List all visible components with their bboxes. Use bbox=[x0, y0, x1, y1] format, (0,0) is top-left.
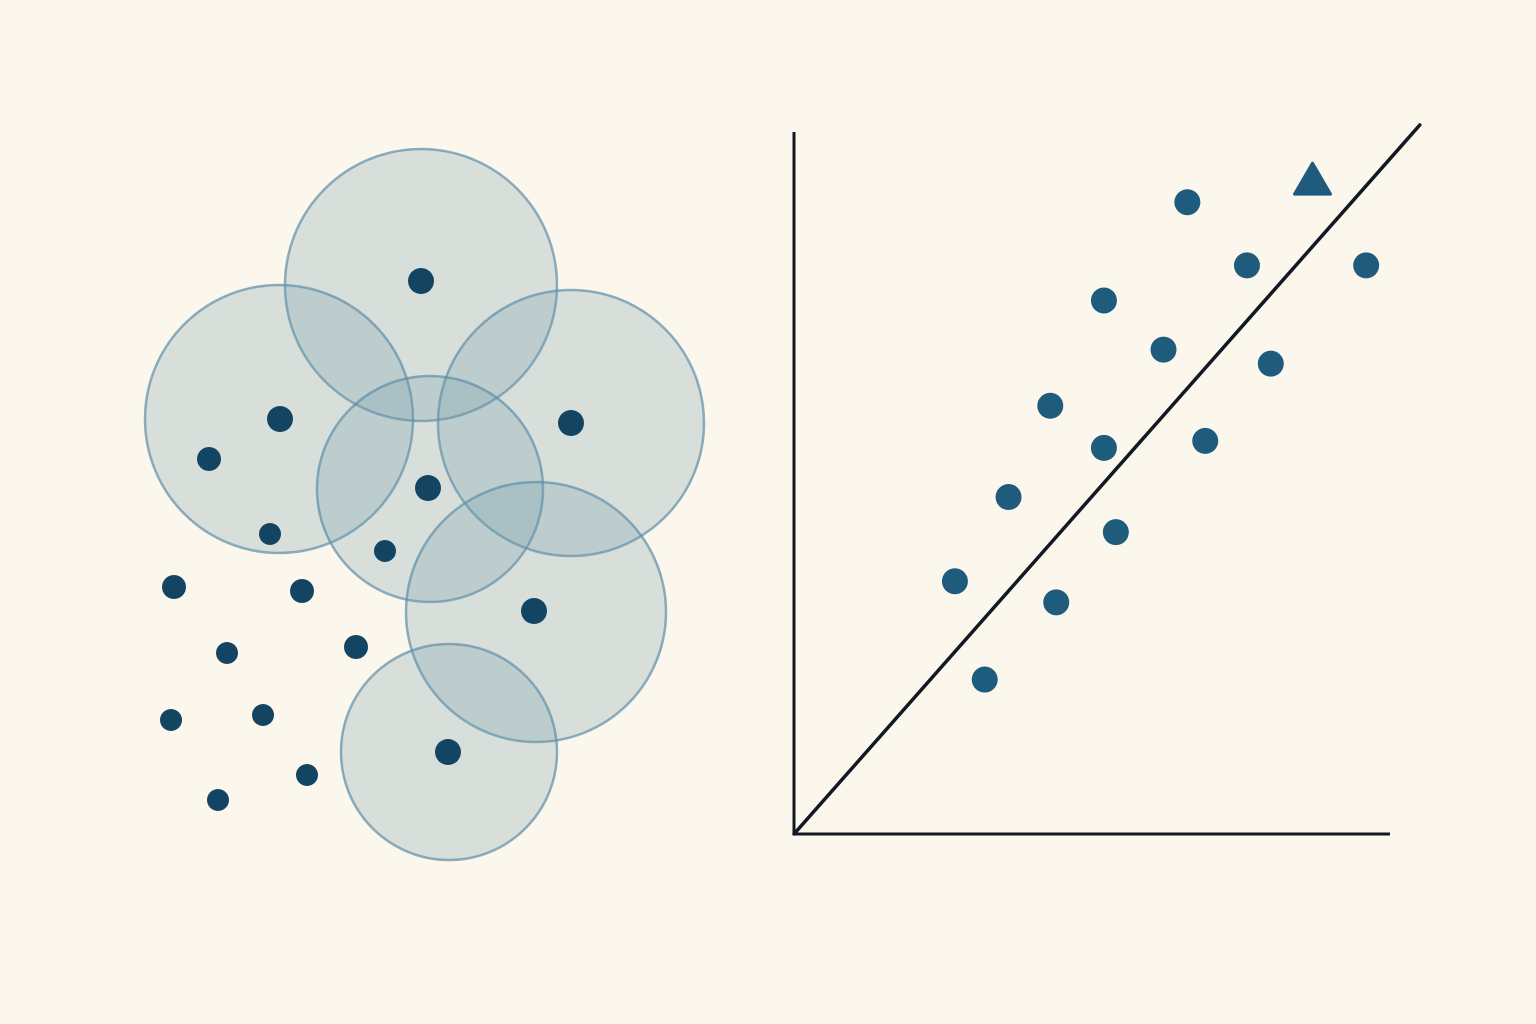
outlier-triangle-icon bbox=[1293, 161, 1333, 196]
cluster-member-point bbox=[259, 523, 281, 545]
cluster-member-point bbox=[160, 709, 182, 731]
cluster-points bbox=[160, 268, 584, 811]
scatter-point bbox=[1037, 392, 1064, 419]
scatter-point bbox=[1192, 427, 1219, 454]
cluster-member-point bbox=[290, 579, 314, 603]
cluster-member-point bbox=[344, 635, 368, 659]
cluster-diagram bbox=[143, 147, 706, 862]
scatter-point bbox=[941, 568, 968, 595]
cluster-member-point bbox=[216, 642, 238, 664]
scatter-point bbox=[1150, 336, 1177, 363]
scatter-points bbox=[941, 189, 1380, 693]
scatter-point bbox=[1353, 252, 1380, 279]
cluster-center-point bbox=[415, 475, 441, 501]
cluster-center-point bbox=[521, 598, 547, 624]
cluster-member-point bbox=[162, 575, 186, 599]
scatter-point bbox=[1102, 519, 1129, 546]
scatter-point bbox=[971, 666, 998, 693]
cluster-member-point bbox=[252, 704, 274, 726]
scatter-point bbox=[1043, 589, 1070, 616]
cluster-member-point bbox=[296, 764, 318, 786]
scatter-point bbox=[1257, 350, 1284, 377]
cluster-center-point bbox=[408, 268, 434, 294]
scatter-point bbox=[1233, 252, 1260, 279]
scatter-point bbox=[1174, 189, 1201, 216]
cluster-member-point bbox=[197, 447, 221, 471]
cluster-center-point bbox=[435, 739, 461, 765]
scatter-point bbox=[1090, 287, 1117, 314]
cluster-member-point bbox=[374, 540, 396, 562]
scatter-point bbox=[995, 484, 1022, 511]
scatter-chart bbox=[792, 123, 1422, 836]
cluster-center-point bbox=[558, 410, 584, 436]
scatter-point bbox=[1090, 434, 1117, 461]
cluster-center-point bbox=[267, 406, 293, 432]
trend-line bbox=[792, 123, 1422, 836]
cluster-member-point bbox=[207, 789, 229, 811]
